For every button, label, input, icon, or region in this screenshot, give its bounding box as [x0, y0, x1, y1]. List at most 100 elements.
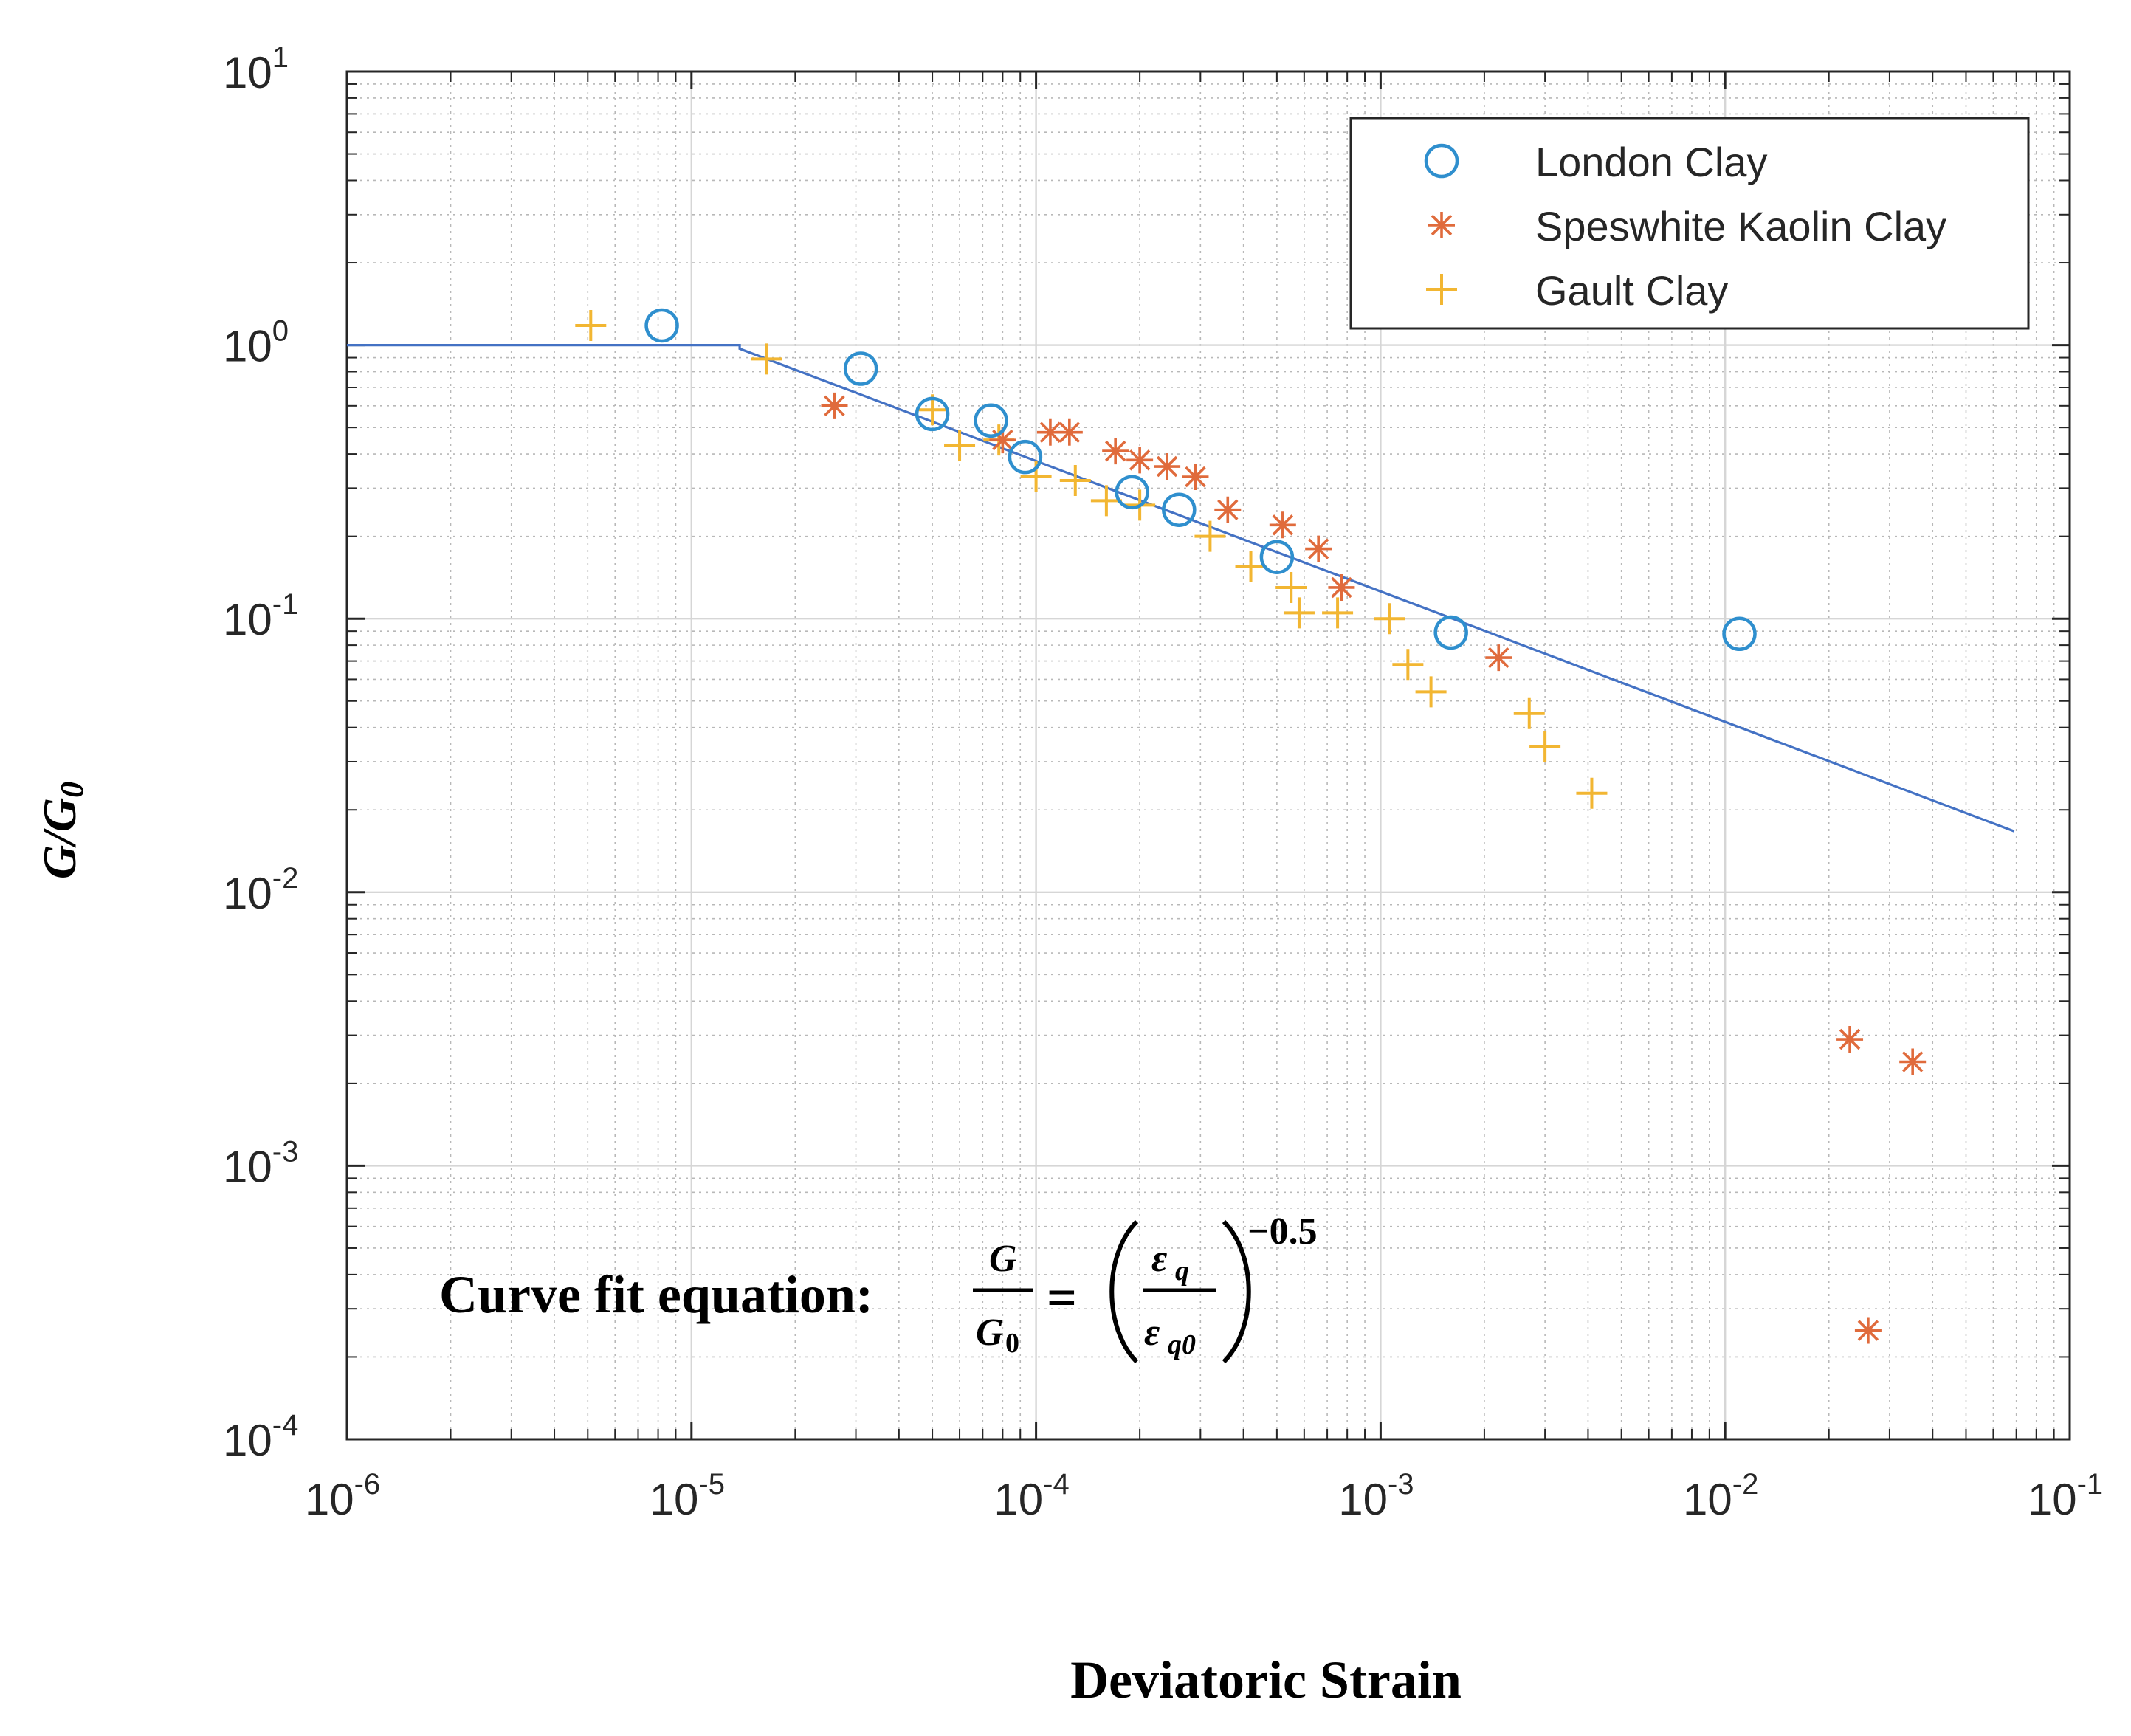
point-london-clay — [843, 351, 878, 386]
point-speswhite-kaolin-clay-shape — [1126, 447, 1154, 474]
x-tick-label-base: 10 — [650, 1475, 699, 1524]
point-london-clay-shape — [915, 396, 950, 432]
point-london-clay — [1433, 615, 1468, 650]
point-speswhite-kaolin-clay-shape — [989, 427, 1016, 454]
point-speswhite-kaolin-clay-shape — [1836, 1026, 1864, 1053]
y-tick-label-exponent: -2 — [272, 862, 299, 895]
point-speswhite-kaolin-clay-shape — [1899, 1048, 1927, 1075]
point-london-clay-shape — [843, 351, 878, 386]
y-tick-label-base: 10 — [223, 869, 272, 918]
fit-line-group — [347, 344, 2015, 833]
y-tick-label-exponent: -4 — [272, 1409, 299, 1442]
point-london-clay-shape — [644, 308, 679, 343]
y-tick-label-exponent: -1 — [272, 588, 299, 621]
point-london-clay — [1008, 439, 1043, 475]
y-tick-label-base: 10 — [223, 1142, 272, 1191]
point-gault-clay-shape — [1090, 485, 1122, 517]
point-gault-clay-shape — [1283, 597, 1315, 629]
point-speswhite-kaolin-clay-shape — [1854, 1317, 1882, 1344]
point-gault-clay-shape — [1235, 551, 1267, 582]
x-tick-label-base: 10 — [1683, 1475, 1732, 1524]
x-tick-label: 10-6 — [305, 1468, 380, 1524]
annotation-lhs-denominator: G — [976, 1312, 1004, 1354]
point-london-clay — [1115, 475, 1149, 510]
point-gault-clay-shape — [944, 430, 976, 461]
x-tick-label-exponent: -1 — [2077, 1468, 2104, 1501]
point-speswhite-kaolin-clay-shape — [1269, 512, 1296, 539]
point-gault-clay-shape — [1392, 649, 1424, 681]
curve-fit-annotation: Curve fit equation: G G 0 = ε q ε q0 −0.… — [439, 1210, 1318, 1364]
point-speswhite-kaolin-clay — [1269, 512, 1296, 539]
point-speswhite-kaolin-clay — [1056, 418, 1083, 446]
point-gault-clay-shape — [1322, 597, 1354, 629]
annotation-lhs-denominator-sub: 0 — [1005, 1328, 1019, 1359]
point-gault-clay — [1415, 676, 1447, 708]
legend-icon-london-clay-shape — [1424, 143, 1459, 179]
point-london-clay-shape — [1008, 439, 1043, 475]
point-gault-clay — [944, 430, 976, 461]
point-london-clay — [644, 308, 679, 343]
plot-area-frame — [345, 70, 2071, 1441]
x-tick-label-exponent: -2 — [1732, 1468, 1759, 1501]
point-gault-clay-shape — [1275, 571, 1307, 603]
point-gault-clay-shape — [575, 309, 607, 341]
y-tick-label: 10-1 — [223, 588, 298, 644]
point-gault-clay-shape — [1529, 731, 1561, 762]
point-london-clay-shape — [974, 403, 1008, 438]
annotation-rhs-denominator: ε — [1144, 1312, 1160, 1354]
y-axis-label-group: G/G0 — [33, 782, 90, 879]
point-speswhite-kaolin-clay — [1485, 644, 1512, 672]
x-tick-label: 10-2 — [1683, 1468, 1758, 1524]
point-speswhite-kaolin-clay-shape — [1328, 574, 1355, 601]
annotation-rhs-denominator-sub: q0 — [1168, 1329, 1196, 1360]
legend: London Clay Speswhite Kaolin Clay Gault … — [1349, 117, 2030, 330]
point-london-clay — [915, 396, 950, 432]
x-tick-label: 10-1 — [2028, 1468, 2103, 1524]
point-london-clay-shape — [1259, 540, 1295, 574]
point-gault-clay-shape — [751, 343, 782, 375]
point-london-clay-shape — [1162, 492, 1197, 527]
y-tick-label-exponent: 0 — [272, 315, 289, 348]
point-gault-clay — [1090, 485, 1122, 517]
point-london-clay-shape — [1433, 615, 1468, 650]
annotation-rhs-numerator: ε — [1151, 1238, 1167, 1280]
point-speswhite-kaolin-clay-shape — [1305, 535, 1332, 562]
point-speswhite-kaolin-clay — [1214, 496, 1242, 523]
annotation-prefix: Curve fit equation: — [439, 1265, 873, 1324]
point-speswhite-kaolin-clay-shape — [821, 392, 848, 419]
point-gault-clay — [1529, 731, 1561, 762]
fit-line — [347, 344, 2015, 833]
legend-icon-london-clay — [1424, 143, 1459, 179]
point-gault-clay — [1322, 597, 1354, 629]
point-speswhite-kaolin-clay — [1102, 438, 1129, 465]
x-tick-label-base: 10 — [1338, 1475, 1388, 1524]
point-speswhite-kaolin-clay — [1854, 1317, 1882, 1344]
point-speswhite-kaolin-clay — [989, 427, 1016, 454]
point-speswhite-kaolin-clay-shape — [1154, 453, 1181, 480]
point-speswhite-kaolin-clay — [1328, 574, 1355, 601]
legend-box — [1349, 117, 2030, 330]
point-gault-clay — [1275, 571, 1307, 603]
annotation-rhs-numerator-sub: q — [1175, 1256, 1189, 1286]
x-axis-label: Deviatoric Strain — [1070, 1650, 1462, 1709]
x-tick-label-base: 10 — [994, 1475, 1043, 1524]
y-tick-label: 10-3 — [223, 1135, 298, 1191]
annotation-lhs-numerator: G — [989, 1238, 1017, 1280]
point-gault-clay-shape — [1513, 698, 1545, 729]
legend-label-london-clay: London Clay — [1535, 139, 1767, 185]
legend-label-speswhite-kaolin-clay: Speswhite Kaolin Clay — [1535, 203, 1946, 249]
point-speswhite-kaolin-clay — [1305, 535, 1332, 562]
point-gault-clay-shape — [1059, 464, 1091, 496]
axis-ticks — [345, 70, 2071, 1441]
y-tick-label-base: 10 — [223, 1416, 272, 1465]
point-speswhite-kaolin-clay — [1126, 447, 1154, 474]
point-speswhite-kaolin-clay-shape — [1485, 644, 1512, 672]
point-gault-clay-shape — [1576, 777, 1608, 809]
x-tick-label-exponent: -3 — [1388, 1468, 1414, 1501]
legend-label-gault-clay: Gault Clay — [1535, 267, 1728, 314]
point-gault-clay — [1235, 551, 1267, 582]
point-speswhite-kaolin-clay-shape — [1214, 496, 1242, 523]
point-speswhite-kaolin-clay-shape — [1102, 438, 1129, 465]
